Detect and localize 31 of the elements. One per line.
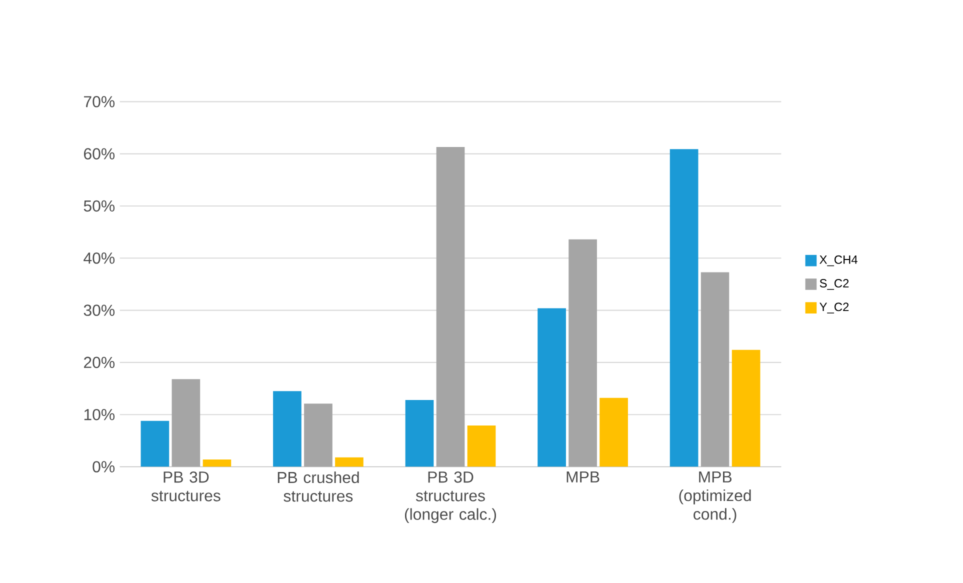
bar	[732, 350, 760, 467]
y-tick-label: 20%	[84, 356, 115, 368]
y-tick-label: 60%	[84, 148, 115, 160]
bar	[670, 149, 698, 467]
bar	[335, 457, 364, 467]
bar	[600, 398, 628, 467]
x-tick-label: PB crushed structures	[278, 472, 359, 502]
bar	[140, 420, 170, 467]
x-tick-label: MPB	[566, 472, 600, 483]
bar	[273, 391, 302, 467]
x-tick-label: PB 3D structures	[151, 472, 220, 502]
legend-label: S_C2	[820, 279, 849, 290]
legend-label: X_CH4	[820, 256, 858, 266]
bar	[436, 147, 465, 467]
bar	[202, 460, 232, 467]
bar	[172, 379, 200, 467]
y-tick-label: 10%	[84, 409, 115, 420]
y-tick-label: 70%	[84, 96, 115, 108]
x-tick-label: PB 3D structures (longer calc.)	[404, 472, 496, 524]
bar	[467, 426, 496, 467]
x-tick-label: MPB (optimized cond.)	[679, 472, 751, 524]
bar	[304, 404, 332, 467]
legend-label: Y_C2	[820, 302, 849, 314]
y-tick-label: 40%	[84, 252, 115, 264]
y-tick-label: 30%	[84, 304, 115, 316]
bar	[538, 308, 566, 467]
bar	[568, 239, 597, 467]
bar	[700, 272, 730, 467]
y-tick-label: 0%	[92, 461, 115, 472]
y-tick-label: 50%	[84, 200, 115, 212]
bar	[405, 400, 434, 467]
